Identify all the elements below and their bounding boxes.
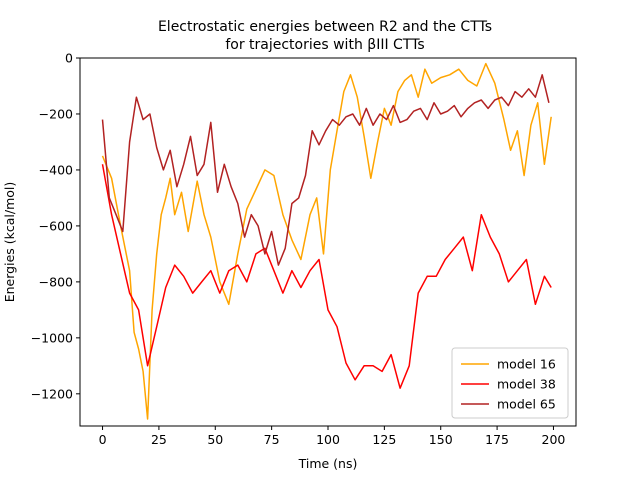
- y-axis-ticks: 0 −200 −400 −600 −800 −1000 −1200: [31, 51, 80, 401]
- y-tick-label: −1200: [31, 386, 73, 401]
- x-tick-label: 200: [542, 432, 566, 447]
- legend-label: model 38: [497, 377, 556, 392]
- plot-lines: [101, 62, 552, 420]
- y-tick-label: −400: [39, 162, 73, 177]
- chart-title-line-1: Electrostatic energies between R2 and th…: [158, 19, 492, 35]
- chart-title: Electrostatic energies between R2 and th…: [158, 19, 492, 53]
- x-tick-label: 150: [429, 432, 453, 447]
- x-tick-label: 25: [151, 432, 167, 447]
- x-tick-label: 50: [207, 432, 223, 447]
- legend-label: model 16: [497, 357, 556, 372]
- x-tick-label: 75: [264, 432, 280, 447]
- x-tick-label: 175: [485, 432, 509, 447]
- y-tick-label: −800: [39, 274, 73, 289]
- x-tick-label: 125: [372, 432, 396, 447]
- legend-label: model 65: [497, 397, 556, 412]
- legend-box: [451, 347, 569, 419]
- y-tick-label: 0: [65, 51, 73, 66]
- series-line-model-38: [101, 164, 552, 389]
- y-tick-label: −600: [39, 218, 73, 233]
- chart-title-line-2: for trajectories with βIII CTTs: [225, 37, 424, 53]
- y-tick-label: −1000: [31, 330, 73, 345]
- x-axis-ticks: 0 25 50 75 100 125 150 175 200: [99, 426, 566, 447]
- series-line-model-16: [101, 62, 552, 420]
- legend: model 16 model 38 model 65: [451, 347, 569, 419]
- x-tick-label: 0: [99, 432, 107, 447]
- y-tick-label: −200: [39, 106, 73, 121]
- series-line-model-65: [101, 74, 550, 266]
- x-tick-label: 100: [316, 432, 340, 447]
- x-axis-label: Time (ns): [298, 456, 358, 471]
- y-axis-label: Energies (kcal/mol): [2, 182, 17, 303]
